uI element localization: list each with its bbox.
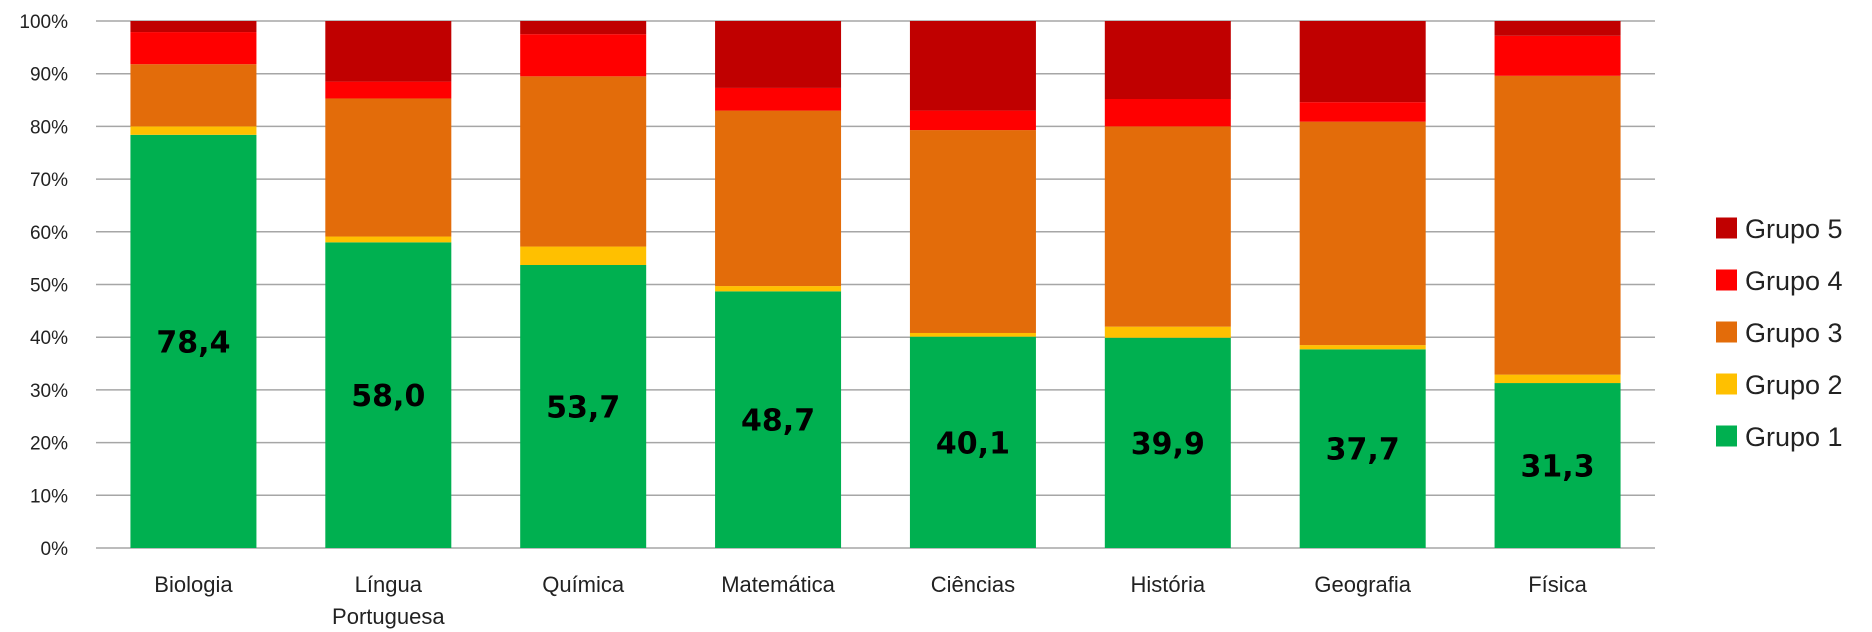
bar-segment: [1495, 36, 1621, 76]
bar-segment: [1495, 375, 1621, 383]
data-label: 78,4: [156, 325, 230, 360]
bar-segment: [325, 237, 451, 243]
bar-segment: [520, 34, 646, 76]
y-tick-label: 0%: [41, 539, 69, 560]
x-category-label: Física: [1528, 572, 1587, 597]
x-category-label: Geografia: [1314, 572, 1411, 597]
x-category-label: Ciências: [931, 572, 1015, 597]
x-axis-labels: Biologia Língua Portuguesa Química Matemátic…: [154, 572, 1587, 629]
bar-segment: [715, 21, 841, 88]
y-tick-label: 30%: [30, 381, 68, 402]
data-label: 37,7: [1326, 433, 1400, 468]
y-tick-label: 70%: [30, 170, 68, 191]
x-category-label: Biologia: [154, 572, 233, 597]
bar-segment: [1495, 76, 1621, 375]
bar-segment: [910, 111, 1036, 130]
legend-label: Grupo 2: [1745, 370, 1843, 400]
bar-segment: [1105, 21, 1231, 99]
bar-segment: [910, 130, 1036, 333]
bar-segment: [325, 21, 451, 82]
legend-swatch: [1716, 374, 1737, 395]
x-category-label: História: [1131, 572, 1206, 597]
bar-segment: [520, 21, 646, 34]
bar-segment: [520, 76, 646, 246]
bar-segment: [715, 111, 841, 286]
x-category-label: Portuguesa: [332, 604, 445, 629]
y-tick-label: 40%: [30, 328, 68, 349]
bar-segment: [130, 21, 256, 32]
y-tick-label: 90%: [30, 65, 68, 86]
data-label: 58,0: [351, 379, 425, 414]
x-category-label: Língua: [355, 572, 423, 597]
bar-segment: [130, 64, 256, 126]
bar-segment: [130, 32, 256, 64]
data-label: 53,7: [546, 391, 620, 426]
bar-segment: [1495, 21, 1621, 36]
bar-segment: [715, 88, 841, 111]
x-category-label: Química: [542, 572, 625, 597]
data-label: 48,7: [741, 404, 815, 439]
legend-swatch: [1716, 218, 1737, 239]
bar-segment: [910, 21, 1036, 111]
y-axis-ticks: 0% 10% 20% 30% 40% 50% 60% 70% 80% 90% 100%: [19, 12, 68, 560]
legend-swatch: [1716, 426, 1737, 447]
bar-segment: [130, 126, 256, 134]
y-tick-label: 80%: [30, 117, 68, 138]
bar-segment: [325, 82, 451, 99]
legend-label: Grupo 3: [1745, 318, 1843, 348]
legend-label: Grupo 4: [1745, 266, 1843, 296]
bar-segment: [1300, 21, 1426, 102]
y-tick-label: 50%: [30, 276, 68, 297]
y-tick-label: 100%: [19, 12, 68, 33]
legend: Grupo 5 Grupo 4 Grupo 3 Grupo 2 Grupo 1: [1716, 214, 1843, 452]
legend-swatch: [1716, 322, 1737, 343]
data-label: 39,9: [1131, 427, 1205, 462]
y-tick-label: 10%: [30, 486, 68, 507]
bar-segment: [520, 247, 646, 265]
bar-segment: [325, 98, 451, 236]
legend-swatch: [1716, 270, 1737, 291]
bar-segment: [1105, 327, 1231, 338]
data-label: 31,3: [1521, 450, 1595, 485]
y-tick-label: 60%: [30, 223, 68, 244]
bar-segment: [1105, 99, 1231, 126]
bar-segment: [910, 333, 1036, 337]
bar-segment: [1300, 102, 1426, 121]
y-tick-label: 20%: [30, 434, 68, 455]
legend-label: Grupo 5: [1745, 214, 1843, 244]
legend-label: Grupo 1: [1745, 422, 1843, 452]
x-category-label: Matemática: [721, 572, 835, 597]
bar-segment: [715, 286, 841, 291]
bar-segment: [1300, 122, 1426, 345]
bar-segment: [1300, 345, 1426, 349]
data-label: 40,1: [936, 426, 1010, 461]
bar-segment: [1105, 126, 1231, 326]
